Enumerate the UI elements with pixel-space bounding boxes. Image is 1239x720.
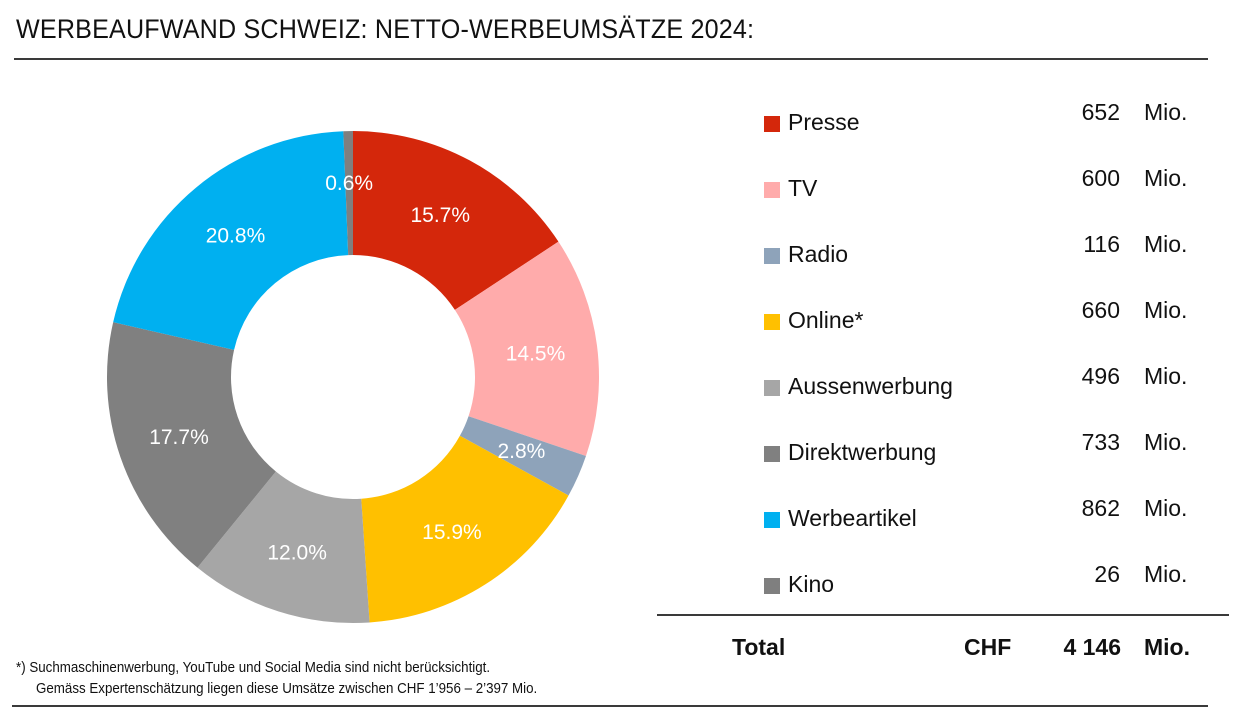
legend-unit: Mio. <box>1144 165 1188 191</box>
legend-unit: Mio. <box>1144 297 1188 323</box>
slice-percent-label: 20.8% <box>206 224 266 247</box>
legend-item: Online* 660 Mio. <box>764 297 1204 335</box>
legend-label: Radio <box>788 241 849 267</box>
legend-value: 652 <box>1081 99 1120 125</box>
title-divider <box>14 58 1208 60</box>
legend-label: Online* <box>788 307 864 333</box>
legend-item: Radio 116 Mio. <box>764 231 1204 269</box>
legend-value: 660 <box>1081 297 1120 323</box>
donut-slice-tv <box>454 241 599 457</box>
donut-slice-kino <box>343 131 353 256</box>
slice-percent-label: 15.7% <box>410 204 470 227</box>
legend-swatch <box>764 578 780 594</box>
legend-swatch <box>764 182 780 198</box>
total-currency: CHF <box>964 634 1012 660</box>
legend-swatch <box>764 314 780 330</box>
legend-label: Direktwerbung <box>788 439 937 465</box>
legend-label: TV <box>788 175 818 201</box>
legend-swatch <box>764 116 780 132</box>
legend-item: Werbeartikel 862 Mio. <box>764 495 1204 533</box>
legend-value: 862 <box>1081 495 1120 521</box>
donut-slice-presse <box>353 131 559 310</box>
legend-unit: Mio. <box>1144 429 1188 455</box>
legend-value: 600 <box>1081 165 1120 191</box>
legend-item: Direktwerbung 733 Mio. <box>764 429 1204 467</box>
legend-value: 116 <box>1083 231 1120 257</box>
slice-percent-label: 12.0% <box>267 541 327 564</box>
legend-item: TV 600 Mio. <box>764 165 1204 203</box>
legend-unit: Mio. <box>1144 363 1188 389</box>
legend-item: Kino 26 Mio. <box>764 561 1204 599</box>
donut-slice-werbeartikel <box>113 131 349 350</box>
total-value: 4 146 <box>1063 634 1121 660</box>
total-unit: Mio. <box>1144 634 1190 660</box>
footnote-line-2: Gemäss Expertenschätzung liegen diese Um… <box>36 681 538 697</box>
slice-percent-label: 14.5% <box>506 343 566 366</box>
legend-value: 496 <box>1081 363 1120 389</box>
page-title: WERBEAUFWAND SCHWEIZ: NETTO-WERBEUMSÄTZE… <box>16 14 755 44</box>
legend-item: Presse 652 Mio. <box>764 99 1204 137</box>
bottom-divider <box>12 705 1208 707</box>
legend-label: Presse <box>788 109 860 135</box>
legend-unit: Mio. <box>1144 99 1188 125</box>
legend-unit: Mio. <box>1144 231 1188 257</box>
slice-percent-label: 17.7% <box>149 426 209 449</box>
total-label: Total <box>732 634 786 660</box>
donut-slice-online <box>361 435 569 623</box>
legend-label: Werbeartikel <box>788 505 917 531</box>
slice-percent-label: 0.6% <box>325 172 373 195</box>
footnote-line-1: *) Suchmaschinenwerbung, YouTube und Soc… <box>16 660 491 676</box>
legend-unit: Mio. <box>1144 561 1188 587</box>
legend-value: 26 <box>1094 561 1120 587</box>
donut-chart: 15.7% 14.5% 2.8% 15.9% 12.0% 17.7% 20.8% 0.6% <box>106 131 599 623</box>
legend-swatch <box>764 446 780 462</box>
donut-slice-aussenwerbung <box>197 471 370 623</box>
donut-slice-radio <box>459 416 586 496</box>
legend-swatch <box>764 248 780 264</box>
legend-label: Kino <box>788 571 835 597</box>
legend-item: Aussenwerbung 496 Mio. <box>764 363 1204 401</box>
legend-swatch <box>764 380 780 396</box>
legend-value: 733 <box>1081 429 1120 455</box>
legend-swatch <box>764 512 780 528</box>
donut-slice-direktwerbung <box>106 322 276 568</box>
legend-unit: Mio. <box>1144 495 1188 521</box>
total-divider <box>657 614 1229 616</box>
legend-label: Aussenwerbung <box>788 373 953 399</box>
slice-percent-label: 15.9% <box>422 521 482 544</box>
slice-percent-label: 2.8% <box>497 440 545 463</box>
